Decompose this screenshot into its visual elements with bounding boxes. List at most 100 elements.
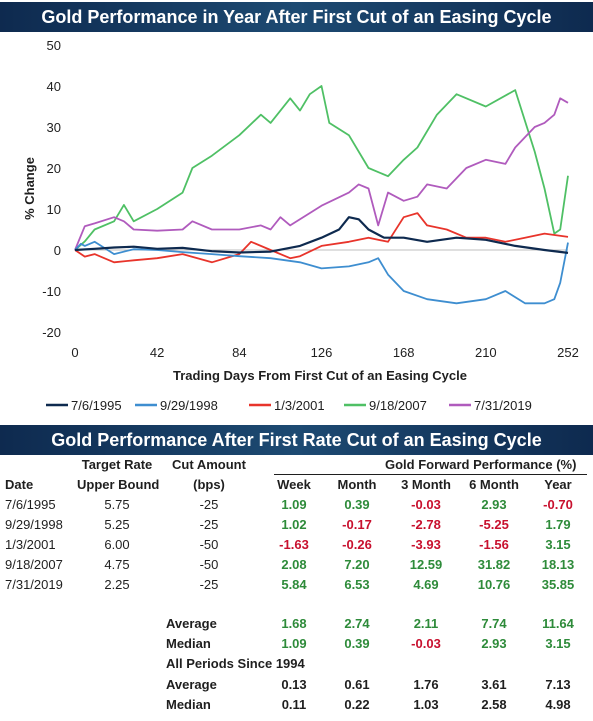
- legend-label: 9/18/2007: [369, 398, 427, 413]
- summary-value: 4.98: [545, 697, 571, 712]
- row-date: 7/31/2019: [5, 577, 63, 592]
- x-tick-label: 252: [557, 345, 579, 360]
- row-value: 5.84: [281, 577, 307, 592]
- row-value: 0.39: [344, 497, 370, 512]
- row-value: 12.59: [409, 557, 443, 572]
- y-tick-label: 40: [47, 79, 61, 94]
- summary-value: 0.39: [344, 636, 370, 651]
- row-value: -3.93: [411, 537, 441, 552]
- summary-label: Median: [166, 697, 211, 712]
- row-value: -2.78: [411, 517, 441, 532]
- y-tick-label: 30: [47, 120, 61, 135]
- x-tick-label: 84: [232, 345, 246, 360]
- gold-performance-line-chart: -20 -10 0 10 20 30 40 50 0 42 84 126 168 210 252 % Ch…: [22, 38, 579, 413]
- row-value: -1.56: [479, 537, 509, 552]
- row-date: 1/3/2001: [5, 537, 56, 552]
- y-tick-label: 0: [54, 243, 61, 258]
- series-line-7-31-2019: [74, 97, 569, 251]
- x-tick-label: 168: [393, 345, 415, 360]
- row-value: -0.26: [342, 537, 372, 552]
- row-value: 4.69: [413, 577, 439, 592]
- y-tick-label: -10: [42, 284, 61, 299]
- summary-label: Median: [166, 636, 211, 651]
- row-value: 2.08: [281, 557, 307, 572]
- row-cut-amount: -25: [199, 577, 219, 592]
- row-value: 35.85: [541, 577, 575, 592]
- header-bps: (bps): [193, 477, 225, 492]
- row-date: 9/29/1998: [5, 517, 63, 532]
- legend-item: 9/29/1998: [135, 398, 218, 413]
- y-tick-label: 20: [47, 161, 61, 176]
- summary-value: 7.13: [545, 677, 571, 692]
- summary-value: 2.93: [481, 636, 507, 651]
- series-line-1-3-2001: [74, 212, 569, 264]
- row-value: -0.03: [411, 497, 441, 512]
- summary-value: 0.61: [344, 677, 370, 692]
- summary-value: 1.09: [281, 636, 307, 651]
- group-header: Gold Forward Performance (%): [385, 457, 577, 472]
- row-target-rate: 6.00: [104, 537, 130, 552]
- row-date: 7/6/1995: [5, 497, 56, 512]
- header-month: Month: [337, 477, 377, 492]
- y-axis-ticks: -20 -10 0 10 20 30 40 50: [42, 38, 61, 340]
- y-tick-label: -20: [42, 325, 61, 340]
- row-value: 6.53: [344, 577, 370, 592]
- row-value: 2.93: [481, 497, 507, 512]
- row-value: 10.76: [477, 577, 511, 592]
- y-tick-label: 50: [47, 38, 61, 53]
- row-value: -1.63: [279, 537, 309, 552]
- row-cut-amount: -50: [199, 557, 219, 572]
- legend-label: 9/29/1998: [160, 398, 218, 413]
- header-target-rate: Target Rate: [81, 457, 153, 472]
- table-title: Gold Performance After First Rate Cut of…: [0, 425, 593, 455]
- legend-item: 9/18/2007: [344, 398, 427, 413]
- row-cut-amount: -25: [199, 517, 219, 532]
- legend-label: 1/3/2001: [274, 398, 325, 413]
- summary-value: 3.15: [545, 636, 571, 651]
- row-value: 31.82: [477, 557, 511, 572]
- header-month6: 6 Month: [469, 477, 519, 492]
- summary-value: 2.11: [413, 616, 439, 631]
- row-target-rate: 5.75: [104, 497, 130, 512]
- row-value: 1.02: [281, 517, 307, 532]
- summary-value: 0.22: [344, 697, 370, 712]
- performance-table: Gold Forward Performance (%) Target Rate U…: [0, 455, 593, 721]
- row-cut-amount: -50: [199, 537, 219, 552]
- series-line-7-6-1995: [74, 216, 569, 254]
- series-lines: [74, 85, 569, 305]
- x-tick-label: 210: [475, 345, 497, 360]
- summary-label: Average: [166, 677, 217, 692]
- row-target-rate: 4.75: [104, 557, 130, 572]
- row-cut-amount: -25: [199, 497, 219, 512]
- row-value: -5.25: [479, 517, 509, 532]
- summary-value: 0.11: [281, 697, 307, 712]
- row-value: 7.20: [344, 557, 370, 572]
- all-periods-label: All Periods Since 1994: [166, 656, 305, 671]
- x-axis-ticks: 0 42 84 126 168 210 252: [71, 345, 578, 360]
- row-value: 18.13: [541, 557, 575, 572]
- header-month3: 3 Month: [401, 477, 451, 492]
- legend-item: 7/31/2019: [449, 398, 532, 413]
- legend-label: 7/6/1995: [71, 398, 122, 413]
- group-header-rule: [274, 474, 587, 475]
- row-value: -0.17: [342, 517, 372, 532]
- row-value: 3.15: [545, 537, 571, 552]
- row-target-rate: 2.25: [104, 577, 130, 592]
- row-value: -0.70: [543, 497, 573, 512]
- legend-item: 7/6/1995: [46, 398, 122, 413]
- summary-value: 7.74: [481, 616, 507, 631]
- summary-value: 1.03: [413, 697, 439, 712]
- summary-value: -0.03: [411, 636, 441, 651]
- x-axis-label: Trading Days From First Cut of an Easing…: [173, 368, 467, 383]
- summary-value: 1.68: [281, 616, 307, 631]
- row-value: 1.79: [545, 517, 571, 532]
- row-date: 9/18/2007: [5, 557, 63, 572]
- summary-value: 1.76: [413, 677, 439, 692]
- header-cut-amount: Cut Amount: [172, 457, 246, 472]
- x-tick-label: 0: [71, 345, 78, 360]
- summary-value: 0.13: [281, 677, 307, 692]
- chart-legend: 7/6/1995 9/29/1998 1/3/2001 9/18/2007 7/31/2…: [46, 398, 532, 413]
- x-tick-label: 42: [150, 345, 164, 360]
- x-tick-label: 126: [311, 345, 333, 360]
- chart-title: Gold Performance in Year After First Cut…: [0, 2, 593, 32]
